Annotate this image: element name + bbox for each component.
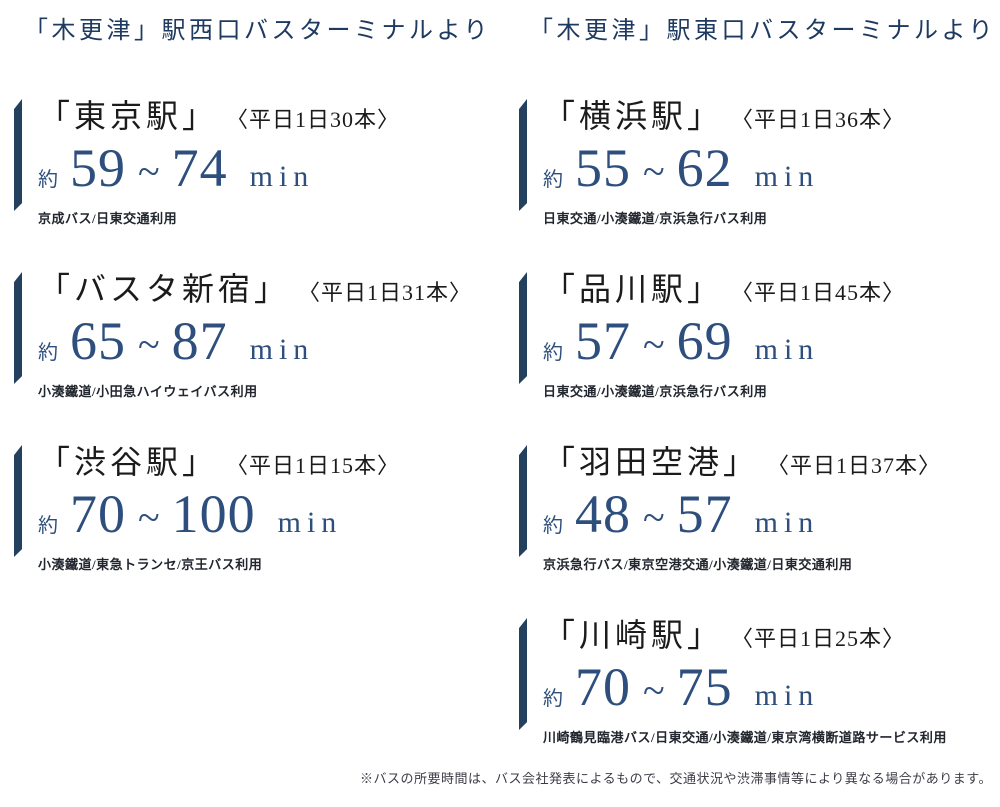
route-head: 「品川駅」 〈平日1日45本〉 (543, 270, 996, 312)
service-frequency: 〈平日1日30本〉 (226, 107, 401, 132)
west-terminal-heading: 「木更津」駅西口バスターミナルより (24, 18, 492, 44)
travel-time: 約 70 ~ 75 min (543, 660, 996, 726)
max-time: 62 (676, 138, 733, 198)
service-frequency: 〈平日1日25本〉 (731, 626, 906, 651)
minutes-unit: min (754, 506, 820, 539)
min-time: 59 (70, 138, 126, 198)
approx-label: 約 (38, 342, 58, 364)
min-time: 70 (575, 657, 631, 717)
destination-name: 「横浜駅」 (543, 98, 724, 134)
route-card-yokohama: 「横浜駅」 〈平日1日36本〉 約 55 ~ 62 min 日東交通/小湊鐵道/… (519, 97, 996, 226)
max-time: 75 (676, 657, 733, 717)
destination-name: 「川崎駅」 (543, 617, 724, 653)
max-time: 100 (171, 484, 256, 544)
accent-bar (519, 618, 527, 730)
range-tilde: ~ (643, 668, 665, 713)
accent-bar (14, 99, 22, 211)
bus-operators: 日東交通/小湊鐵道/京浜急行バス利用 (543, 384, 768, 399)
range-tilde: ~ (138, 495, 160, 540)
max-time: 74 (171, 138, 228, 198)
bus-operators: 川崎鶴見臨港バス/日東交通/小湊鐵道/東京湾横断道路サービス利用 (543, 730, 947, 745)
bus-operators: 小湊鐵道/東急トランセ/京王バス利用 (38, 557, 263, 572)
minutes-unit: min (754, 333, 820, 366)
approx-label: 約 (543, 342, 563, 364)
min-time: 57 (575, 311, 631, 371)
route-head: 「東京駅」 〈平日1日30本〉 (38, 97, 519, 139)
range-tilde: ~ (138, 322, 160, 367)
service-frequency: 〈平日1日15本〉 (226, 453, 401, 478)
travel-time: 約 57 ~ 69 min (543, 314, 996, 380)
travel-time: 約 59 ~ 74 min (38, 141, 519, 207)
route-card-shibuya: 「渋谷駅」 〈平日1日15本〉 約 70 ~ 100 min 小湊鐵道/東急トラ… (14, 443, 519, 572)
destination-name: 「東京駅」 (38, 98, 219, 134)
approx-label: 約 (543, 515, 563, 537)
range-tilde: ~ (643, 322, 665, 367)
travel-time: 約 65 ~ 87 min (38, 314, 519, 380)
travel-time: 約 48 ~ 57 min (543, 487, 996, 553)
destination-name: 「品川駅」 (543, 271, 724, 307)
route-head: 「横浜駅」 〈平日1日36本〉 (543, 97, 996, 139)
route-card-basuta-shinjuku: 「バスタ新宿」 〈平日1日31本〉 約 65 ~ 87 min 小湊鐵道/小田急… (14, 270, 519, 399)
accent-bar (519, 272, 527, 384)
terminal-columns: 「木更津」駅西口バスターミナルより 「東京駅」 〈平日1日30本〉 約 59 ~… (14, 16, 997, 745)
service-frequency: 〈平日1日31本〉 (298, 280, 473, 305)
destination-name: 「羽田空港」 (543, 444, 760, 480)
route-head: 「渋谷駅」 〈平日1日15本〉 (38, 443, 519, 485)
minutes-unit: min (754, 679, 820, 712)
minutes-unit: min (754, 160, 820, 193)
destination-name: 「渋谷駅」 (38, 444, 219, 480)
route-head: 「バスタ新宿」 〈平日1日31本〉 (38, 270, 519, 312)
travel-time: 約 70 ~ 100 min (38, 487, 519, 553)
bus-operators: 小湊鐵道/小田急ハイウェイバス利用 (38, 384, 258, 399)
column-west-terminal: 「木更津」駅西口バスターミナルより 「東京駅」 〈平日1日30本〉 約 59 ~… (14, 16, 519, 572)
accent-bar (519, 445, 527, 557)
route-card-shinagawa: 「品川駅」 〈平日1日45本〉 約 57 ~ 69 min 日東交通/小湊鐵道/… (519, 270, 996, 399)
east-terminal-heading: 「木更津」駅東口バスターミナルより (529, 18, 997, 44)
approx-label: 約 (38, 515, 58, 537)
column-east-terminal: 「木更津」駅東口バスターミナルより 「横浜駅」 〈平日1日36本〉 約 55 ~… (519, 16, 997, 745)
minutes-unit: min (249, 160, 315, 193)
bus-operators: 京成バス/日東交通利用 (38, 211, 178, 226)
approx-label: 約 (38, 169, 58, 191)
range-tilde: ~ (138, 149, 160, 194)
minutes-unit: min (277, 506, 343, 539)
approx-label: 約 (543, 169, 563, 191)
approx-label: 約 (543, 688, 563, 710)
service-frequency: 〈平日1日37本〉 (767, 453, 942, 478)
range-tilde: ~ (643, 495, 665, 540)
disclaimer-note: ※バスの所要時間は、バス会社発表によるもので、交通状況や渋滞事情等により異なる場… (359, 771, 992, 786)
min-time: 55 (575, 138, 631, 198)
accent-bar (519, 99, 527, 211)
bus-operators: 日東交通/小湊鐵道/京浜急行バス利用 (543, 211, 768, 226)
route-card-tokyo: 「東京駅」 〈平日1日30本〉 約 59 ~ 74 min 京成バス/日東交通利… (14, 97, 519, 226)
min-time: 65 (70, 311, 126, 371)
accent-bar (14, 272, 22, 384)
minutes-unit: min (249, 333, 315, 366)
bus-operators: 京浜急行バス/東京空港交通/小湊鐵道/日東交通利用 (543, 557, 853, 572)
max-time: 57 (676, 484, 733, 544)
min-time: 48 (575, 484, 631, 544)
min-time: 70 (70, 484, 126, 544)
route-head: 「川崎駅」 〈平日1日25本〉 (543, 616, 996, 658)
service-frequency: 〈平日1日36本〉 (731, 107, 906, 132)
accent-bar (14, 445, 22, 557)
route-card-haneda-airport: 「羽田空港」 〈平日1日37本〉 約 48 ~ 57 min 京浜急行バス/東京… (519, 443, 996, 572)
travel-time: 約 55 ~ 62 min (543, 141, 996, 207)
service-frequency: 〈平日1日45本〉 (731, 280, 906, 305)
max-time: 69 (676, 311, 733, 371)
route-card-kawasaki: 「川崎駅」 〈平日1日25本〉 約 70 ~ 75 min 川崎鶴見臨港バス/日… (519, 616, 996, 745)
range-tilde: ~ (643, 149, 665, 194)
max-time: 87 (171, 311, 228, 371)
route-head: 「羽田空港」 〈平日1日37本〉 (543, 443, 996, 485)
destination-name: 「バスタ新宿」 (38, 271, 291, 307)
